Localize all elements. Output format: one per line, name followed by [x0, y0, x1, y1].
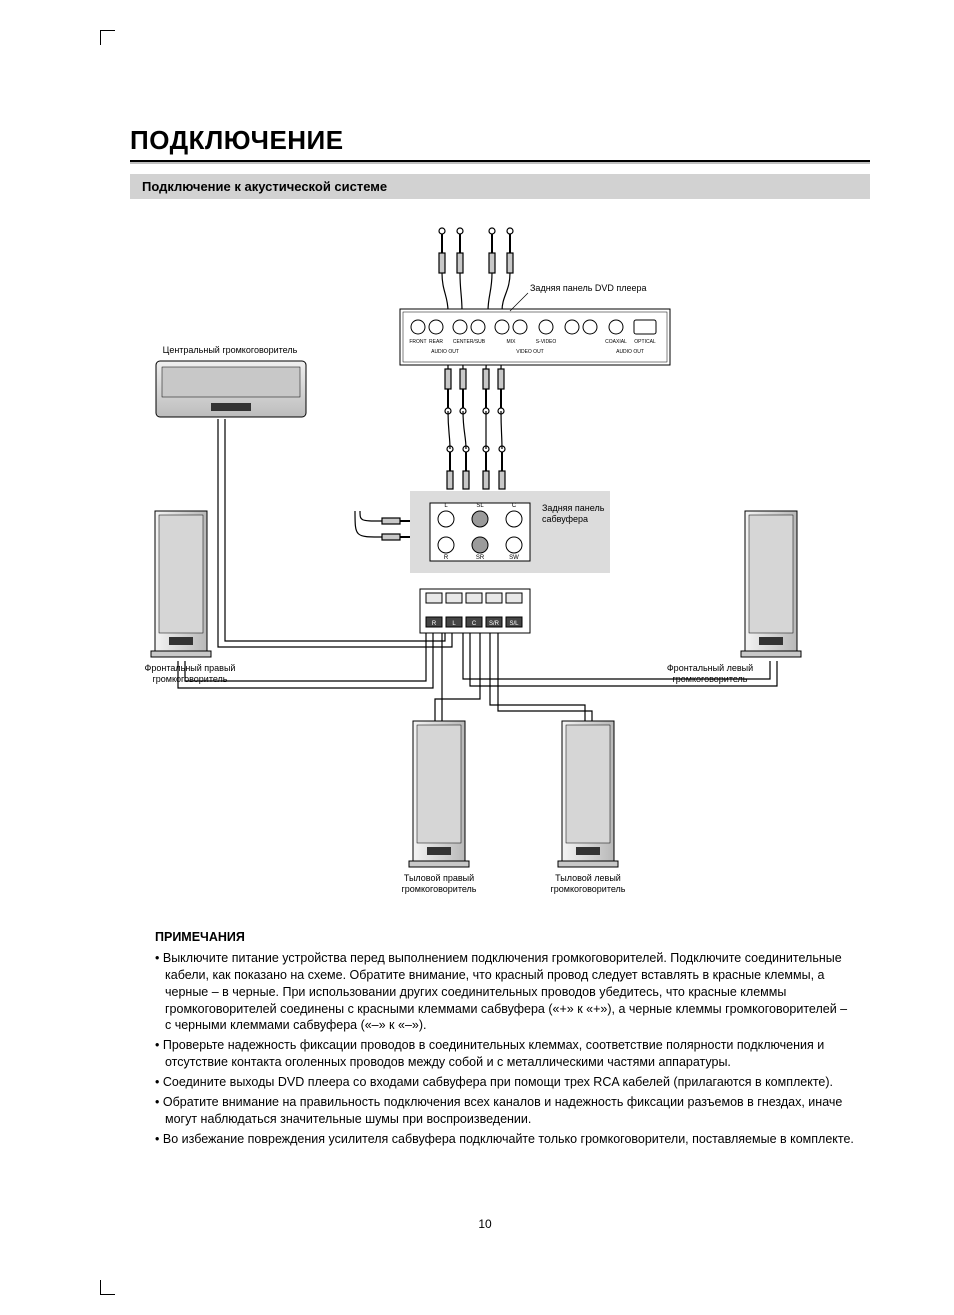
notes-heading: ПРИМЕЧАНИЯ	[155, 929, 855, 946]
svg-text:CENTER/SUB: CENTER/SUB	[453, 339, 486, 345]
connection-diagram: FRONTREAR CENTER/SUB MIX S-VIDEO COAXIAL…	[130, 211, 870, 911]
svg-text:R: R	[432, 621, 437, 627]
page: ПОДКЛЮЧЕНИЕ Подключение к акустической с…	[100, 30, 870, 1151]
page-number: 10	[100, 1217, 870, 1231]
note-item: Выключите питание устройства перед выпол…	[155, 950, 855, 1034]
rear-right-label-1: Тыловой правый	[404, 873, 474, 883]
svg-text:COAXIAL: COAXIAL	[605, 339, 627, 345]
svg-text:MIX: MIX	[507, 339, 517, 345]
sub-panel-label-2: сабвуфера	[542, 514, 588, 524]
rear-left-label-1: Тыловой левый	[555, 873, 621, 883]
svg-text:SL: SL	[476, 503, 484, 509]
svg-text:AUDIO OUT: AUDIO OUT	[431, 349, 459, 355]
front-right-label-2: громкоговоритель	[152, 674, 227, 684]
title-rule	[130, 160, 870, 164]
center-speaker	[156, 361, 306, 417]
svg-text:C: C	[472, 621, 477, 627]
note-item: Проверьте надежность фиксации проводов в…	[155, 1037, 855, 1071]
svg-text:C: C	[512, 503, 517, 509]
front-left-label-1: Фронтальный левый	[667, 663, 753, 673]
subheader: Подключение к акустической системе	[130, 174, 870, 199]
svg-text:REAR: REAR	[429, 339, 443, 345]
crop-mark-bl	[100, 1280, 115, 1295]
section-title: ПОДКЛЮЧЕНИЕ	[130, 125, 870, 156]
rear-left-speaker	[558, 721, 618, 867]
svg-text:R: R	[444, 555, 449, 561]
svg-text:OPTICAL: OPTICAL	[634, 339, 656, 345]
svg-text:S/R: S/R	[489, 621, 500, 627]
front-right-label-1: Фронтальный правый	[145, 663, 236, 673]
note-item: Соедините выходы DVD плеера со входами с…	[155, 1074, 855, 1091]
terminal-block: R L C S/R S/L	[420, 589, 530, 633]
rear-right-speaker	[409, 721, 469, 867]
notes-section: ПРИМЕЧАНИЯ Выключите питание устройства …	[155, 929, 855, 1148]
svg-text:AUDIO OUT: AUDIO OUT	[616, 349, 644, 355]
front-right-speaker	[151, 511, 211, 657]
svg-text:FRONT: FRONT	[409, 339, 426, 345]
note-item: Во избежание повреждения усилителя сабву…	[155, 1131, 855, 1148]
front-left-label-2: громкоговоритель	[672, 674, 747, 684]
rear-right-label-2: громкоговоритель	[401, 884, 476, 894]
note-item: Обратите внимание на правильность подклю…	[155, 1094, 855, 1128]
svg-text:SW: SW	[509, 555, 519, 561]
sub-input-block: L SL C R SR SW	[430, 503, 530, 561]
sub-panel-label-1: Задняя панель	[542, 503, 605, 513]
svg-text:S/L: S/L	[509, 621, 519, 627]
rear-left-label-2: громкоговоритель	[550, 884, 625, 894]
svg-text:SR: SR	[476, 555, 485, 561]
svg-text:S-VIDEO: S-VIDEO	[536, 339, 557, 345]
svg-text:VIDEO OUT: VIDEO OUT	[516, 349, 544, 355]
front-left-speaker	[741, 511, 801, 657]
dvd-panel-label: Задняя панель DVD плеера	[530, 283, 647, 293]
dvd-rear-panel: FRONTREAR CENTER/SUB MIX S-VIDEO COAXIAL…	[400, 309, 670, 365]
center-speaker-label: Центральный громкоговоритель	[163, 345, 298, 355]
notes-list: Выключите питание устройства перед выпол…	[155, 950, 855, 1148]
